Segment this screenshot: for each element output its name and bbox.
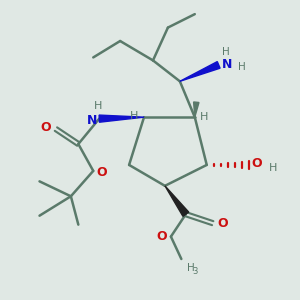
Polygon shape: [165, 186, 189, 216]
Text: H: H: [269, 163, 277, 173]
Text: H: H: [238, 62, 246, 72]
Text: O: O: [157, 230, 167, 243]
Text: 3: 3: [192, 267, 198, 276]
Text: H: H: [200, 112, 208, 122]
Text: H: H: [187, 263, 195, 274]
Text: O: O: [41, 121, 52, 134]
Text: O: O: [251, 157, 262, 170]
Text: H: H: [222, 47, 230, 57]
Text: N: N: [222, 58, 233, 71]
Polygon shape: [194, 102, 199, 117]
Text: H: H: [130, 111, 139, 121]
Text: O: O: [217, 217, 228, 230]
Text: O: O: [96, 166, 107, 179]
Text: N: N: [87, 114, 98, 127]
Polygon shape: [99, 115, 144, 122]
Polygon shape: [180, 61, 220, 81]
Text: H: H: [94, 101, 102, 111]
